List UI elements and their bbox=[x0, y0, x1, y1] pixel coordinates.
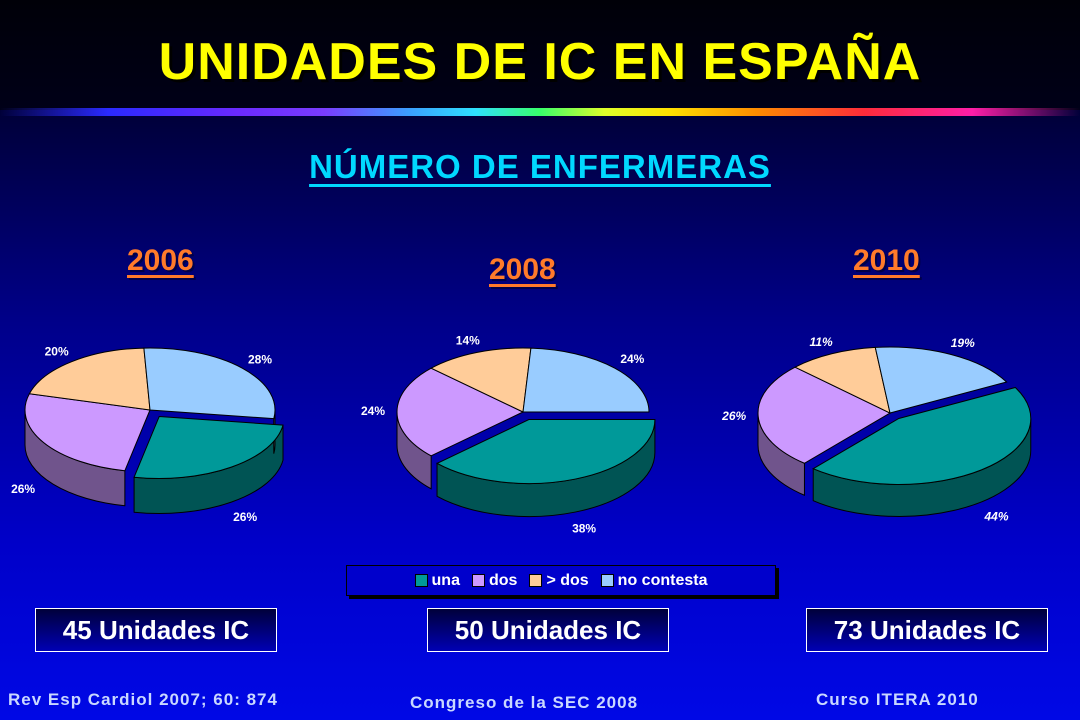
units-box-2010: 73 Unidades IC bbox=[806, 608, 1048, 652]
source-rev-esp-cardiol: Rev Esp Cardiol 2007; 60: 874 bbox=[8, 690, 278, 709]
pie-2008-slice-mas-dos bbox=[430, 347, 532, 413]
pie-chart-2010: 44% 26% 11% 19% bbox=[721, 335, 1032, 523]
pie-2008-label-no-contesta: 24% bbox=[620, 352, 644, 366]
chart-legend: una dos > dos no contesta bbox=[346, 565, 776, 596]
legend-item-una: una bbox=[414, 571, 460, 590]
legend-label-mas-dos: > dos bbox=[546, 571, 589, 589]
pie-2006-slice-no-contesta bbox=[143, 347, 276, 420]
pie-2008-slice-dos bbox=[396, 367, 525, 457]
pie-2008-slice-no-contesta bbox=[522, 347, 650, 413]
legend-swatch-dos bbox=[471, 574, 485, 587]
year-label-2008: 2008 bbox=[489, 253, 556, 286]
rainbow-divider bbox=[0, 108, 1080, 116]
pie-2006-label-dos: 26% bbox=[11, 482, 35, 496]
pie-chart-2008: 38% 24% 14% 24% bbox=[361, 334, 656, 535]
pie-2006-label-mas-dos: 20% bbox=[45, 345, 69, 359]
slide-title: UNIDADES DE IC EN ESPAÑA bbox=[158, 33, 922, 91]
pie-2006-slice-dos bbox=[24, 393, 151, 472]
pie-2008-label-una: 38% bbox=[572, 521, 596, 535]
pie-2006-label-no-contesta: 28% bbox=[248, 352, 272, 366]
pie-2010-slice-una bbox=[812, 386, 1032, 485]
legend-label-no-contesta: no contesta bbox=[617, 571, 708, 589]
source-congreso-sec: Congreso de la SEC 2008 bbox=[410, 693, 639, 712]
units-box-2008: 50 Unidades IC bbox=[427, 608, 669, 652]
legend-swatch-una bbox=[414, 574, 428, 587]
pie-2008-label-mas-dos: 14% bbox=[456, 334, 480, 348]
legend-label-dos: dos bbox=[488, 571, 518, 589]
pie-2010-slice-no-contesta bbox=[874, 346, 1008, 414]
year-label-2010: 2010 bbox=[853, 244, 920, 277]
pie-2008-slice-una bbox=[435, 419, 656, 485]
header-band bbox=[0, 0, 1080, 110]
legend-swatch-no-contesta bbox=[600, 574, 614, 587]
year-label-2006: 2006 bbox=[127, 244, 194, 277]
pie-2006-label-una: 26% bbox=[233, 510, 257, 524]
legend-item-no-contesta: no contesta bbox=[600, 571, 708, 590]
legend-item-dos: dos bbox=[471, 571, 518, 590]
pie-2010-label-una: 44% bbox=[984, 509, 1009, 523]
pie-2006-slice-una bbox=[133, 415, 284, 479]
pie-2010-label-dos: 26% bbox=[721, 409, 746, 423]
pie-2008-label-dos: 24% bbox=[361, 404, 385, 418]
legend-label-una: una bbox=[431, 571, 460, 589]
source-curso-itera: Curso ITERA 2010 bbox=[816, 690, 979, 709]
slide-subtitle: NÚMERO DE ENFERMERAS bbox=[309, 148, 771, 185]
pie-2010-label-no-contesta: 19% bbox=[951, 336, 975, 350]
pie-2010-slice-dos bbox=[757, 366, 892, 464]
units-box-2006: 45 Unidades IC bbox=[35, 608, 277, 652]
pie-chart-2006: 26% 26% 20% 28% bbox=[11, 345, 284, 524]
pie-2006-slice-mas-dos bbox=[28, 347, 151, 411]
pie-2010-slice-mas-dos bbox=[793, 346, 891, 414]
legend-swatch-mas-dos bbox=[529, 574, 543, 587]
pie-2010-label-mas-dos: 11% bbox=[810, 335, 833, 349]
legend-item-mas-dos: > dos bbox=[529, 571, 589, 590]
